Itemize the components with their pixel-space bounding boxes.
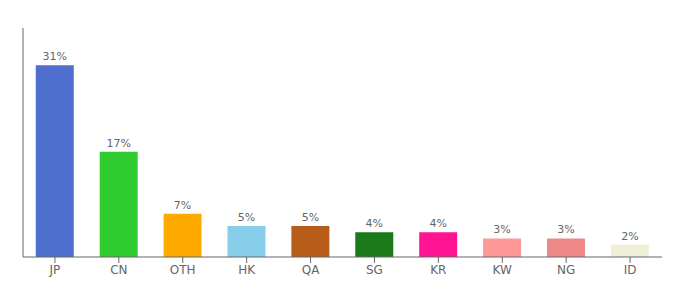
svg-text:3%: 3% [493,223,510,236]
svg-text:5%: 5% [238,211,255,224]
svg-text:QA: QA [302,263,320,277]
svg-text:2%: 2% [621,230,638,243]
svg-text:17%: 17% [106,137,130,150]
svg-text:JP: JP [49,263,61,277]
svg-text:NG: NG [557,263,575,277]
svg-text:ID: ID [624,263,637,277]
svg-text:OTH: OTH [170,263,196,277]
svg-text:5%: 5% [302,211,319,224]
svg-text:4%: 4% [429,217,446,230]
svg-text:HK: HK [238,263,256,277]
svg-text:4%: 4% [366,217,383,230]
svg-text:7%: 7% [174,199,191,212]
svg-text:KW: KW [493,263,512,277]
svg-text:CN: CN [110,263,127,277]
svg-text:SG: SG [366,263,383,277]
svg-text:31%: 31% [43,50,67,63]
svg-text:KR: KR [430,263,446,277]
svg-text:3%: 3% [557,223,574,236]
